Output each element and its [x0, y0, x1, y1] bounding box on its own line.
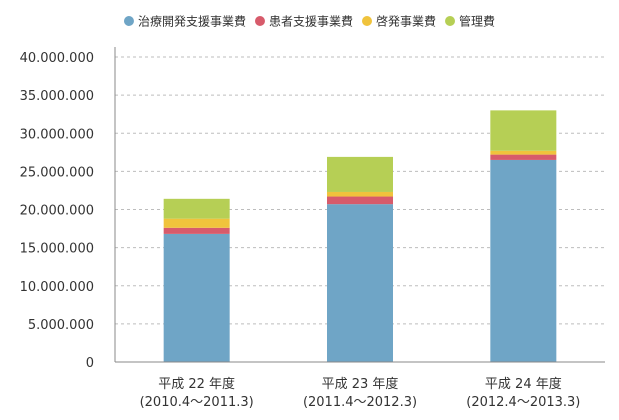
- y-tick-label: 0: [86, 356, 94, 371]
- bar-segment: [327, 204, 393, 362]
- y-tick-label: 35.000.000: [20, 89, 94, 104]
- x-category-label: 平成 24 年度: [485, 376, 562, 392]
- y-tick-label: 25.000.000: [20, 165, 94, 180]
- y-axis-ticks: 0 5.000.000 10.000.000 15.000.000 20.000.000…: [20, 51, 94, 371]
- y-tick-label: 5.000.000: [28, 318, 94, 333]
- y-tick-label: 30.000.000: [20, 127, 94, 142]
- legend-label: 患者支援事業費: [269, 14, 353, 29]
- x-category-label: 平成 22 年度: [158, 376, 235, 392]
- legend-item: 啓発事業費: [362, 14, 436, 29]
- legend-marker: [445, 16, 456, 26]
- bar-segment: [327, 156, 393, 192]
- bar-segment: [327, 196, 393, 205]
- x-axis-labels: 平成 22 年度 (2010.4～2011.3) 平成 23 年度 (2011.4～2…: [140, 376, 581, 410]
- legend: 治療開発支援事業費 患者支援事業費 啓発事業費 管理費: [123, 14, 495, 29]
- bar-segment: [163, 233, 230, 362]
- legend-item: 管理費: [445, 14, 495, 29]
- legend-marker: [362, 16, 372, 26]
- bar-segment: [490, 159, 557, 362]
- y-tick-label: 20.000.000: [20, 204, 94, 219]
- bar-segment: [163, 218, 230, 228]
- y-tick-label: 15.000.000: [20, 242, 94, 257]
- bar-segment: [163, 227, 230, 234]
- x-category-label: (2010.4～2011.3): [140, 395, 254, 410]
- x-category-label: (2011.4～2012.3): [303, 395, 417, 410]
- legend-item: 患者支援事業費: [254, 14, 353, 29]
- x-category-label: (2012.4～2013.3): [466, 395, 580, 410]
- legend-marker: [123, 16, 134, 26]
- x-category-label: 平成 23 年度: [322, 376, 399, 392]
- legend-label: 啓発事業費: [376, 14, 436, 29]
- bar-segment: [490, 110, 557, 151]
- bar-segment: [163, 198, 230, 219]
- bars: [163, 110, 557, 362]
- legend-label: 治療開発支援事業費: [138, 14, 246, 29]
- y-tick-label: 40.000.000: [20, 51, 94, 66]
- legend-marker: [254, 16, 265, 26]
- bar-segment: [327, 191, 393, 197]
- legend-item: 治療開発支援事業費: [123, 14, 246, 29]
- y-tick-label: 10.000.000: [20, 280, 94, 295]
- bar-segment: [490, 150, 557, 155]
- bar-segment: [490, 154, 557, 160]
- legend-label: 管理費: [459, 14, 495, 29]
